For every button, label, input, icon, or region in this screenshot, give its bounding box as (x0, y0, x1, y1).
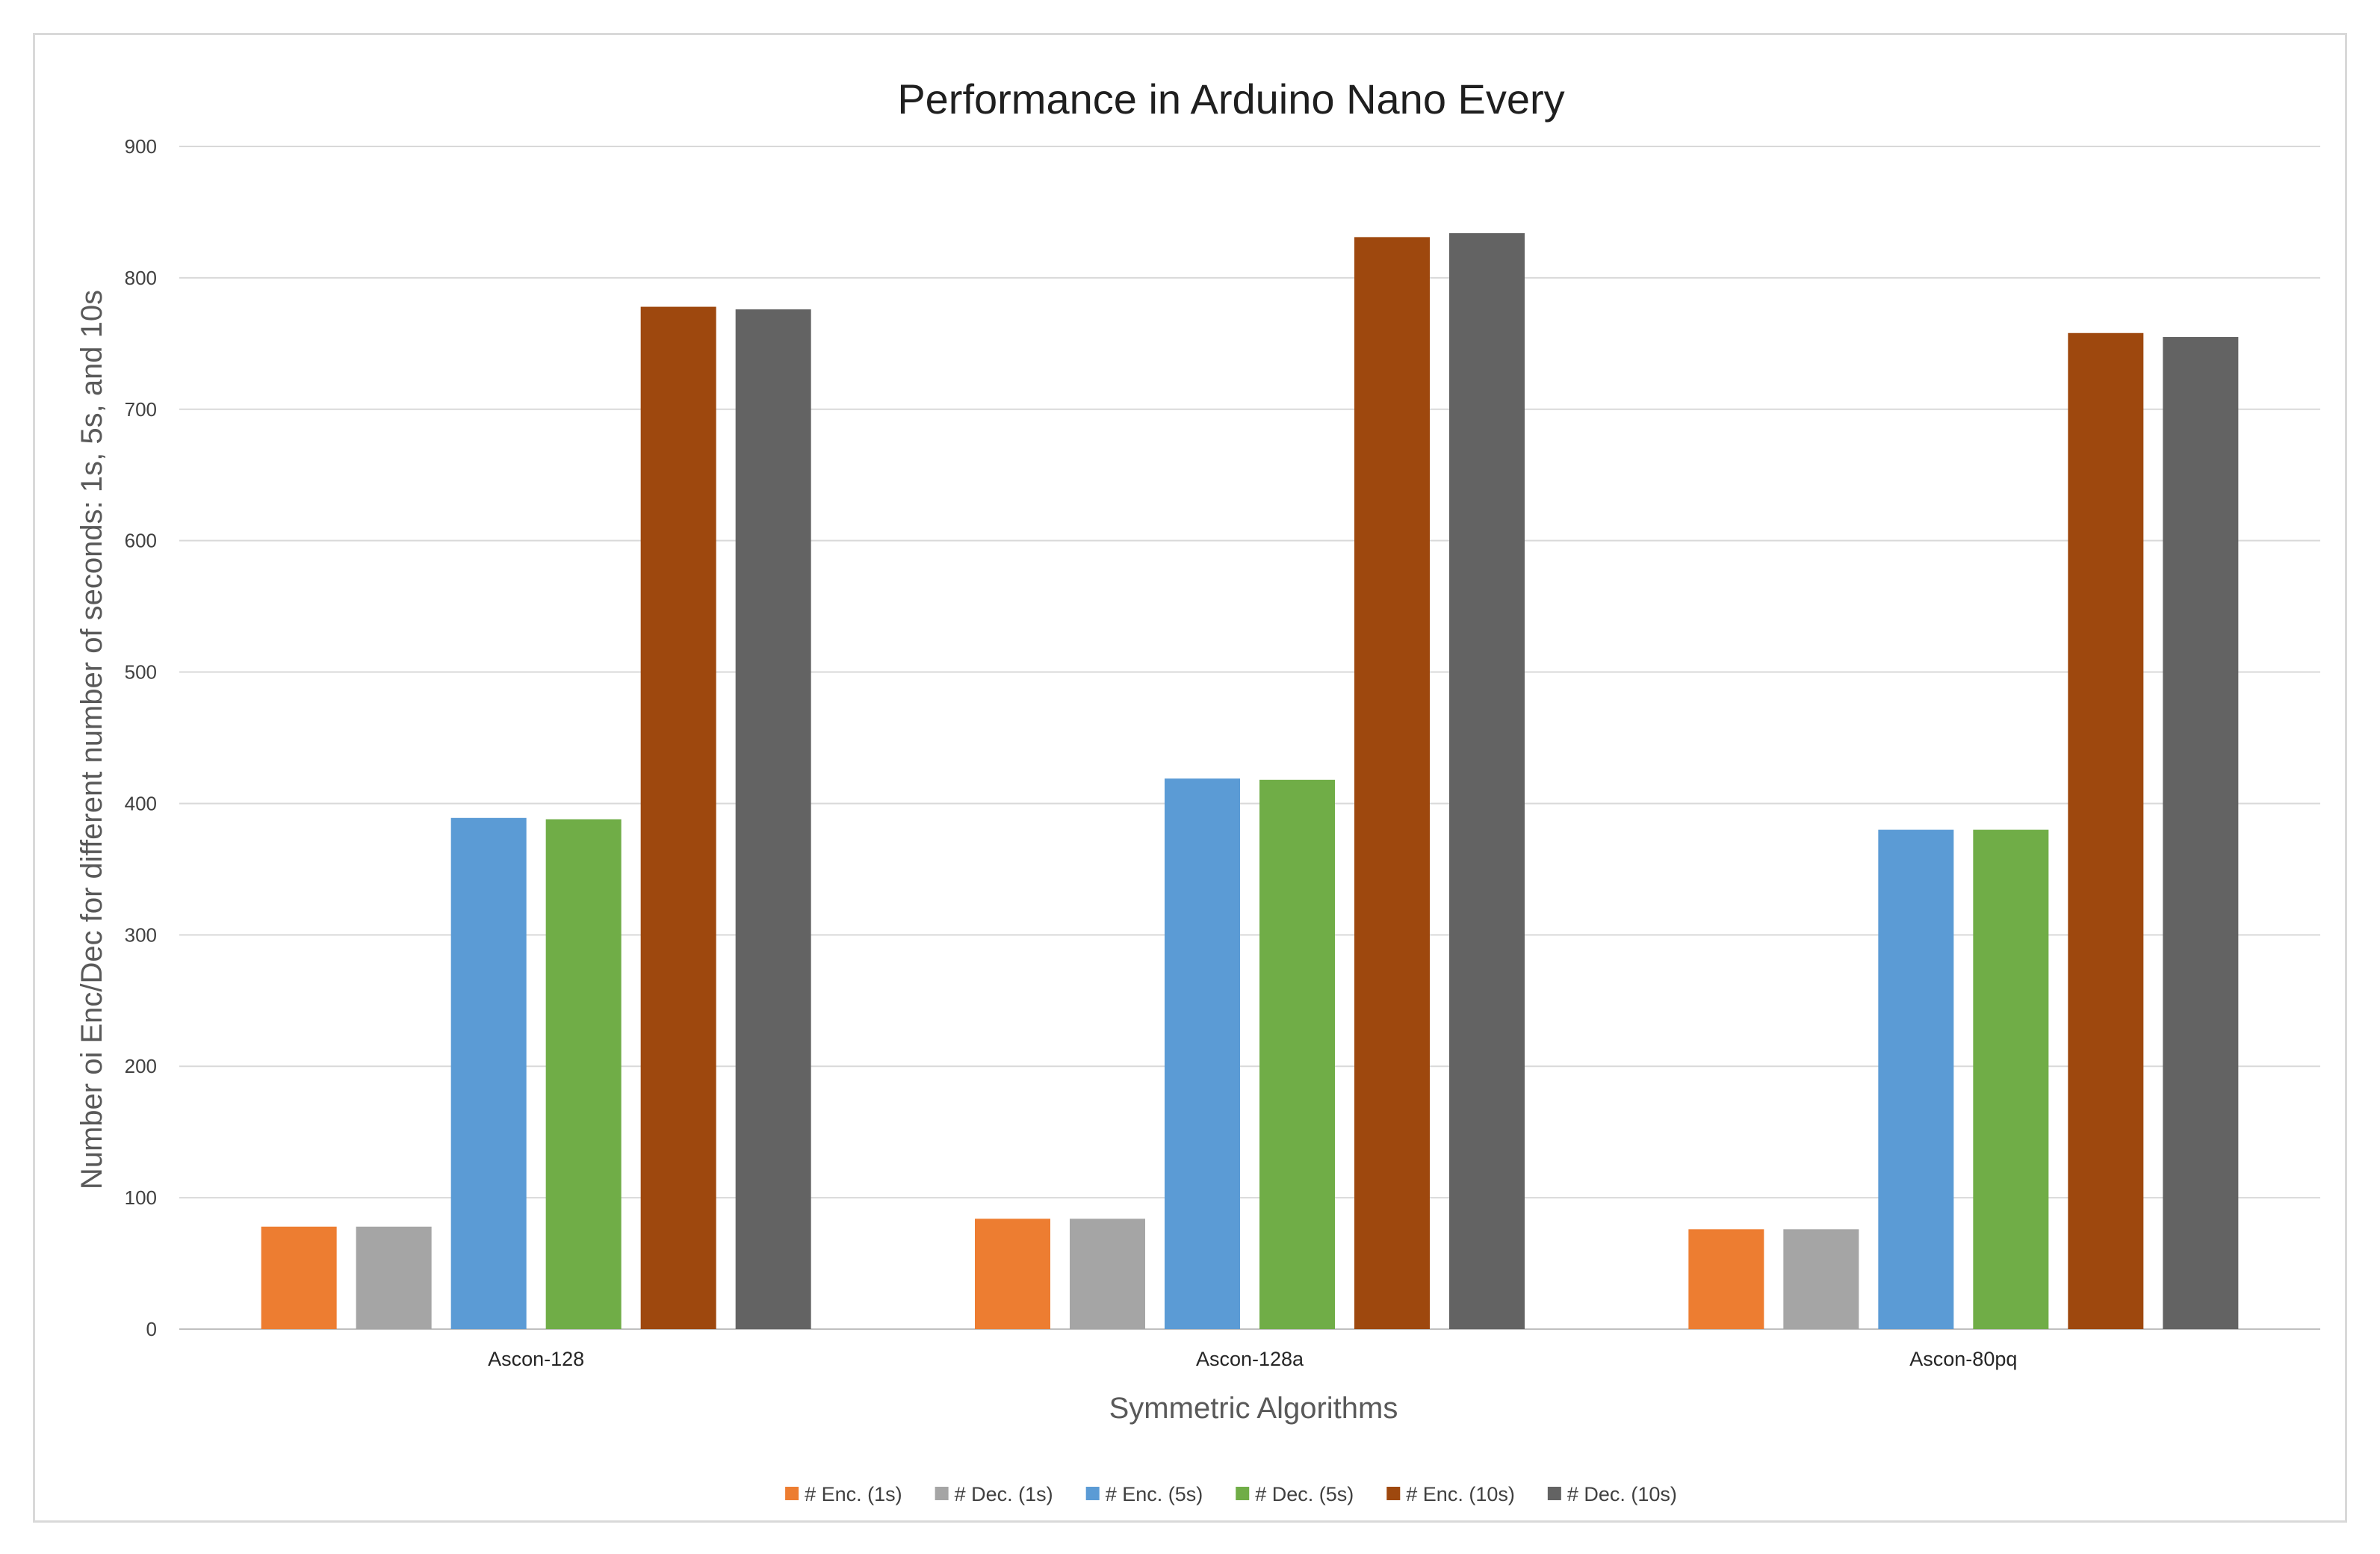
y-tick-label: 200 (125, 1055, 157, 1077)
legend-swatch (935, 1487, 949, 1500)
y-tick-label: 800 (125, 267, 157, 289)
y-tick-label: 900 (125, 135, 157, 158)
legend: # Enc. (1s) # Dec. (1s) # Enc. (5s) # Dec. … (785, 1483, 1677, 1505)
legend-label: # Enc. (5s) (1106, 1483, 1203, 1505)
legend-label: # Dec. (5s) (1255, 1483, 1354, 1505)
bar (1165, 778, 1240, 1329)
bar (1354, 237, 1430, 1330)
y-tick-labels: 0 100 200 300 400 500 600 700 800 900 (125, 135, 157, 1340)
x-tick-label: Ascon-128 (488, 1348, 584, 1370)
legend-swatch (785, 1487, 799, 1500)
y-tick-label: 0 (146, 1318, 157, 1340)
bar (1783, 1229, 1859, 1329)
bar (356, 1226, 432, 1329)
legend-swatch (1085, 1487, 1100, 1500)
x-tick-labels: Ascon-128 Ascon-128a Ascon-80pq (488, 1348, 2017, 1370)
gridlines (179, 146, 2320, 1330)
bars (261, 233, 2239, 1330)
bar (735, 309, 811, 1329)
legend-label: # Dec. (10s) (1567, 1483, 1677, 1505)
bar (640, 306, 716, 1329)
y-tick-label: 300 (125, 923, 157, 946)
legend-label: # Dec. (1s) (955, 1483, 1053, 1505)
bar (450, 817, 527, 1329)
bar (2163, 337, 2239, 1330)
legend-swatch (1236, 1487, 1250, 1500)
y-tick-label: 400 (125, 792, 157, 814)
x-tick-label: Ascon-128a (1196, 1348, 1304, 1370)
bar (1878, 829, 1954, 1329)
bar (1688, 1229, 1764, 1329)
legend-swatch (1547, 1487, 1561, 1500)
y-tick-label: 100 (125, 1186, 157, 1209)
legend-label: # Enc. (10s) (1406, 1483, 1515, 1505)
legend-label: # Enc. (1s) (805, 1483, 902, 1505)
y-tick-label: 500 (125, 661, 157, 684)
y-axis-title: Number oi Enc/Dec for different number o… (75, 290, 108, 1189)
x-tick-label: Ascon-80pq (1909, 1348, 2017, 1370)
bar (975, 1219, 1050, 1329)
y-tick-label: 600 (125, 530, 157, 552)
bar (1070, 1219, 1145, 1329)
y-tick-label: 700 (125, 398, 157, 421)
bar (545, 819, 622, 1329)
bar (1449, 233, 1525, 1329)
bar (1973, 829, 2049, 1329)
chart-title: Performance in Arduino Nano Every (897, 75, 1564, 123)
x-axis-title: Symmetric Algorithms (1109, 1392, 1398, 1425)
bar (261, 1226, 337, 1329)
bar (1259, 779, 1335, 1329)
bar (2068, 332, 2144, 1329)
legend-swatch (1386, 1487, 1401, 1500)
